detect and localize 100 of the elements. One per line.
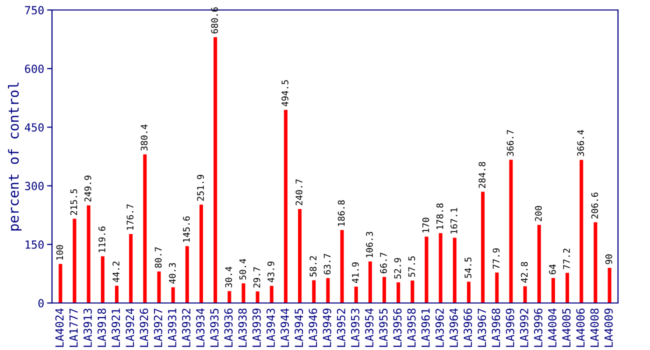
x-tick-label: LA3969 [506,308,514,347]
x-tick-label: LA3954 [365,308,374,347]
bar [326,278,330,303]
y-tick-label: 750 [25,6,44,14]
x-tick-label: LA3927 [154,308,162,347]
x-tick-label: LA3949 [322,308,332,347]
data-label: 106.3 [366,232,373,258]
x-tick-label: LA4006 [576,308,585,347]
data-label: 77.9 [492,248,500,269]
y-tick-label: 300 [25,182,44,190]
data-label: 57.5 [408,256,416,277]
data-label: 366.7 [506,130,514,156]
x-tick-label: LA3943 [266,308,275,347]
x-tick-label: LA3992 [520,308,528,347]
bar [256,291,260,303]
x-tick-label: LA3952 [336,308,346,347]
y-tick-label: 450 [24,123,44,132]
bar [382,276,386,303]
x-tick-label: LA3939 [252,308,261,347]
data-label: 43.9 [267,262,274,282]
x-tick-label: LA4005 [562,308,571,347]
bar [509,160,513,303]
data-label: 100 [56,245,64,260]
bar [171,287,175,303]
y-tick-label: 600 [25,64,44,74]
data-label: 251.9 [197,174,204,201]
bar [551,278,555,303]
bar [410,280,414,303]
bar [537,224,541,303]
bar [143,154,147,303]
data-label: 77.2 [563,248,570,270]
data-label: 249.9 [84,176,92,202]
x-tick-label: LA3926 [140,308,148,347]
data-label: 494.5 [282,80,288,106]
data-label: 41.9 [352,262,359,284]
data-label: 50.4 [239,258,246,280]
data-label: 119.6 [98,226,106,252]
data-label: 284.8 [478,162,486,188]
data-label: 40.3 [168,263,176,284]
bar [340,230,344,303]
y-tick-label: 0 [38,299,44,308]
data-label: 52.9 [394,258,401,279]
data-label: 380.4 [140,124,148,151]
bar [580,160,584,303]
data-label: 58.2 [310,256,317,277]
x-tick-label: LA3966 [464,308,472,347]
bar [129,234,133,303]
data-label: 29.7 [253,267,260,288]
bar [284,110,288,303]
data-label: 240.7 [296,179,302,206]
x-tick-label: LA3934 [196,308,204,347]
bar [396,282,400,303]
x-tick-label: LA3955 [379,308,388,347]
data-label: 42.8 [520,262,528,283]
data-label: 64 [549,264,556,274]
x-tick-label: LA3967 [478,308,486,347]
data-label: 167.1 [450,208,458,234]
bar [481,192,485,303]
data-label: 178.8 [436,203,444,229]
bar [566,272,570,303]
data-label: 200 [534,206,542,222]
bar [368,261,372,303]
x-tick-label: LA4024 [55,308,64,347]
data-label: 30.4 [225,266,232,288]
data-label: 80.7 [154,247,162,268]
x-tick-label: LA3944 [280,308,289,347]
bar [72,218,76,303]
bar [312,280,316,303]
bar [100,256,104,303]
x-tick-label: LA3956 [393,308,402,347]
x-tick-label: LA3924 [126,308,134,347]
bar [466,282,471,303]
x-tick-label: LA3968 [492,308,500,347]
x-tick-label: LA3931 [168,308,176,347]
bar [608,268,612,303]
x-tick-label: LA3921 [112,308,120,347]
bar [438,233,442,303]
x-tick-label: LA3935 [210,308,219,347]
x-tick-label: LA3964 [450,308,458,347]
bar [452,238,456,303]
x-tick-label: LA3958 [407,308,416,347]
x-tick-label: LA4008 [590,308,599,347]
bar [354,286,358,303]
x-tick-label: LA4009 [604,308,613,347]
bar [214,37,218,303]
bar [115,286,119,303]
data-label: 54.5 [464,258,472,278]
bar [594,222,598,303]
x-tick-label: LA3962 [435,308,444,347]
bar [185,246,189,303]
y-tick-label: 150 [26,240,44,249]
bar [157,271,161,303]
x-tick-label: LA3913 [83,308,92,347]
bar [270,286,274,303]
data-label: 366.4 [577,130,584,156]
x-tick-label: LA3945 [294,308,304,347]
y-axis-title: percent of control [8,82,22,230]
x-tick-label: LA3961 [421,308,430,347]
data-label: 145.6 [182,216,190,242]
bar [86,205,90,303]
